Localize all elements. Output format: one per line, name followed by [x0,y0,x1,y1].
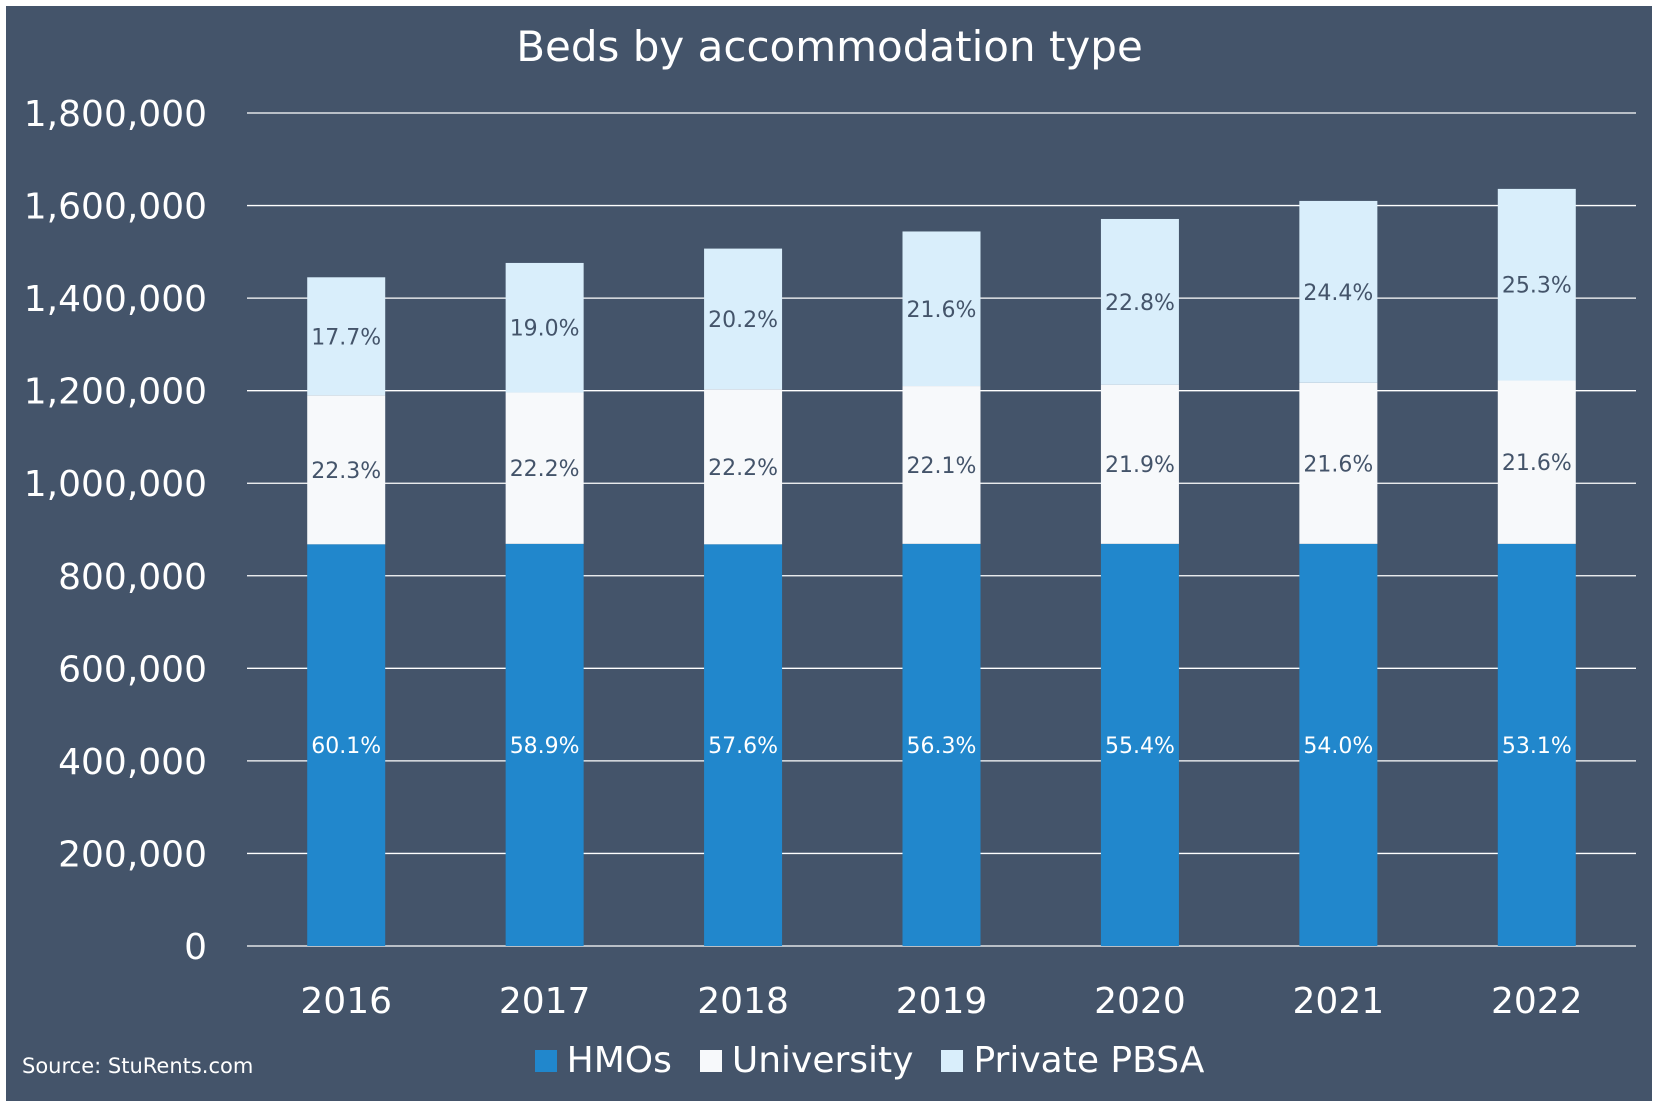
data-label: 54.0% [1303,734,1373,759]
legend-item-private-pbsa: Private PBSA [941,1040,1204,1081]
data-label: 20.2% [708,308,778,333]
data-label: 55.4% [1105,734,1175,759]
data-label: 21.6% [907,298,977,323]
data-label: 60.1% [311,734,381,759]
data-label: 22.3% [311,459,381,484]
legend-label: Private PBSA [973,1040,1205,1081]
y-tick-label: 400,000 [58,742,207,783]
bar-segment [1299,543,1378,946]
bar-segment [1100,543,1179,946]
data-label: 22.1% [907,454,977,479]
data-label: 25.3% [1502,274,1572,299]
y-tick-label: 1,200,000 [24,372,207,413]
data-label: 58.9% [510,734,580,759]
bar-segment [704,248,783,390]
legend-swatch [699,1049,722,1072]
y-tick-label: 600,000 [58,649,207,690]
x-tick-label: 2022 [1491,981,1583,1022]
bar-segment [307,277,386,396]
data-label: 22.2% [708,456,778,481]
data-label: 22.2% [510,457,580,482]
bar-segment [1299,200,1378,383]
bar-segment [307,395,386,545]
data-label: 56.3% [907,734,977,759]
bar-segment [704,389,783,545]
bar-segment [1497,188,1576,381]
y-tick-label: 1,800,000 [24,94,207,135]
bar-segment [1497,380,1576,544]
y-tick-label: 1,600,000 [24,187,207,228]
bar-segment [505,543,584,946]
bar-segment [902,231,981,387]
data-label: 21.9% [1105,453,1175,478]
data-label: 53.1% [1502,734,1572,759]
bar-segment [704,544,783,946]
x-tick-label: 2018 [697,981,789,1022]
bar-segment [902,386,981,544]
x-tick-label: 2020 [1094,981,1186,1022]
data-label: 21.6% [1502,451,1572,476]
x-tick-label: 2021 [1293,981,1385,1022]
y-tick-label: 800,000 [58,557,207,598]
x-tick-label: 2016 [300,981,392,1022]
data-label: 21.6% [1303,452,1373,477]
legend-swatch [941,1049,964,1072]
bar-segment [307,544,386,946]
y-tick-label: 0 [184,927,207,968]
bar-segment [505,392,584,544]
chart-panel [6,6,1652,1101]
data-label: 17.7% [311,325,381,350]
y-tick-label: 200,000 [58,834,207,875]
chart-title: Beds by accommodation type [516,22,1143,71]
data-label: 22.8% [1105,291,1175,316]
legend-label: University [731,1040,914,1081]
bar-segment [1100,384,1179,544]
source-note: Source: StuRents.com [22,1054,254,1078]
y-tick-label: 1,000,000 [24,464,207,505]
data-label: 57.6% [708,734,778,759]
legend: HMOs University Private PBSA [0,1040,1659,1081]
data-label: 19.0% [510,317,580,342]
legend-item-university: University [699,1040,914,1081]
bar-segment [1497,543,1576,946]
legend-label: HMOs [566,1040,672,1081]
bar-segment [505,262,584,393]
x-tick-label: 2017 [499,981,591,1022]
y-tick-label: 1,400,000 [24,279,207,320]
legend-item-hmos: HMOs [534,1040,672,1081]
legend-swatch [534,1049,557,1072]
bar-segment [1299,382,1378,544]
bar-segment [1100,218,1179,385]
data-label: 24.4% [1303,281,1373,306]
bar-segment [902,543,981,946]
x-tick-label: 2019 [896,981,988,1022]
